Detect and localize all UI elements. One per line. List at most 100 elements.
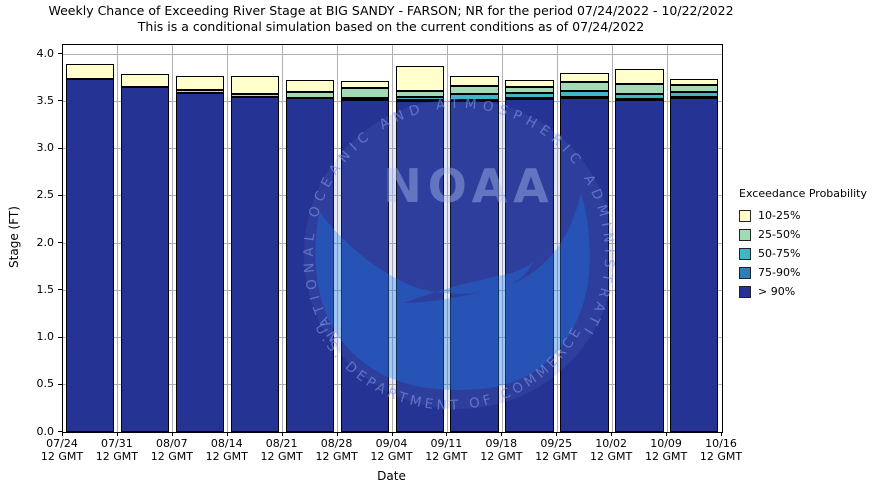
x-axis-tick: [611, 432, 613, 436]
x-axis-tick: [116, 432, 118, 436]
gridline-v: [227, 45, 229, 432]
gridline-v: [556, 45, 558, 432]
x-axis-tick: [226, 432, 228, 436]
legend-label: 50-75%: [758, 247, 801, 260]
bar-segment-p50_75: [670, 91, 719, 98]
x-axis-tick: [556, 432, 558, 436]
x-axis-tick: [171, 432, 173, 436]
x-axis-tick: [501, 432, 503, 436]
gridline-v: [446, 45, 448, 432]
bar-segment-gt_90: [66, 78, 115, 432]
legend-item: 10-25%: [739, 206, 867, 225]
x-tick-label: 09/25 12 GMT: [535, 437, 578, 463]
gridline-v: [282, 45, 284, 432]
y-tick-label: 1.0: [36, 330, 55, 343]
x-axis-tick: [62, 432, 63, 436]
bar-segment-p25_50: [175, 89, 225, 93]
y-tick-label: 1.5: [36, 282, 55, 296]
bar-segment-p75_90: [505, 98, 554, 101]
legend-label: 75-90%: [758, 266, 801, 279]
gridline-v: [392, 45, 393, 432]
bar-segment-p10_25: [670, 78, 719, 86]
bar-segment-p10_25: [615, 69, 664, 85]
bar-segment-p10_25: [450, 75, 499, 87]
gridline-v: [611, 45, 613, 432]
bar-segment-gt_90: [615, 100, 664, 432]
y-axis-tick: [58, 242, 62, 243]
y-tick-label: 4.0: [36, 46, 55, 60]
x-tick-label: 10/16 12 GMT: [699, 437, 743, 463]
bar-segment-p25_50: [230, 93, 280, 98]
legend-label: > 90%: [758, 285, 796, 298]
bar-segment-p50_75: [560, 90, 609, 98]
bar-segment-p75_90: [615, 99, 664, 102]
x-axis-tick: [721, 432, 722, 436]
bar-segment-gt_90: [505, 99, 554, 432]
x-axis-tick: [666, 432, 668, 436]
plot-area: NATIONAL OCEANIC AND ATMOSPHERIC ADMINIS…: [62, 44, 723, 433]
y-tick-label: 3.0: [36, 141, 55, 154]
bar-segment-gt_90: [285, 98, 335, 432]
bar-segment-p25_50: [340, 88, 389, 99]
y-tick-label: 0.5: [36, 377, 55, 391]
legend-label: 10-25%: [758, 209, 801, 222]
bar-segment-gt_90: [230, 97, 280, 432]
legend-swatch: [739, 247, 751, 260]
x-tick-label: 08/07 12 GMT: [150, 437, 193, 463]
bar-segment-p75_90: [560, 97, 609, 100]
bar-segment-gt_90: [120, 87, 170, 432]
gridline-v: [666, 45, 668, 432]
bar-segment-p50_75: [395, 97, 444, 101]
x-axis-label: Date: [377, 469, 406, 483]
x-tick-label: 09/04 12 GMT: [370, 437, 413, 463]
x-tick-label: 07/31 12 GMT: [95, 437, 139, 463]
y-axis-tick: [58, 53, 62, 54]
y-tick-label: 2.0: [36, 235, 55, 249]
figure-subtitle: This is a conditional simulation based o…: [137, 19, 645, 34]
gridline-v: [501, 45, 503, 432]
bar-segment-p10_25: [66, 64, 115, 79]
x-axis-tick: [446, 432, 448, 436]
bar-segment-p10_25: [175, 75, 225, 90]
bar-segment-p25_50: [450, 86, 499, 94]
legend-item: 75-90%: [739, 263, 867, 282]
bar-segment-p25_50: [395, 90, 444, 98]
y-axis-tick: [58, 336, 62, 338]
bar-segment-p50_75: [505, 92, 554, 99]
gridline-v: [337, 45, 339, 432]
bar-segment-p10_25: [505, 79, 554, 88]
x-tick-label: 10/09 12 GMT: [644, 437, 688, 463]
bar-segment-p75_90: [395, 100, 444, 103]
y-axis-tick: [58, 431, 62, 432]
legend-swatch: [739, 228, 751, 241]
y-tick-label: 3.5: [36, 93, 55, 107]
bar-segment-p10_25: [560, 72, 609, 83]
y-tick-label: 0.0: [36, 424, 55, 438]
bar-segment-p10_25: [395, 66, 444, 91]
legend: Exceedance Probability 10-25% 25-50% 50-75…: [739, 187, 867, 301]
x-tick-label: 08/14 12 GMT: [205, 437, 248, 463]
bar-segment-p50_75: [450, 93, 499, 101]
gridline-v: [172, 45, 174, 432]
y-axis-tick: [58, 289, 62, 291]
legend-swatch: [739, 266, 751, 279]
legend-swatch: [739, 285, 751, 298]
y-axis-tick: [58, 194, 62, 196]
y-axis-tick: [58, 383, 62, 385]
bar-segment-p75_90: [670, 97, 719, 100]
y-axis-tick: [58, 100, 62, 102]
figure-title: Weekly Chance of Exceeding River Stage a…: [48, 3, 734, 18]
bar-segment-p10_25: [285, 80, 335, 92]
bar-segment-p10_25: [230, 75, 280, 94]
legend-swatch: [739, 209, 751, 222]
bar-segment-p50_75: [615, 93, 664, 100]
bar-segment-gt_90: [560, 98, 609, 432]
x-tick-label: 07/24 12 GMT: [40, 437, 84, 463]
legend-item: 25-50%: [739, 225, 867, 244]
legend-item: > 90%: [739, 282, 867, 301]
bar-segment-p10_25: [340, 81, 389, 88]
bar-segment-p10_25: [120, 73, 170, 88]
y-axis-label: Stage (FT): [7, 206, 21, 268]
bar-segment-p25_50: [560, 82, 609, 91]
